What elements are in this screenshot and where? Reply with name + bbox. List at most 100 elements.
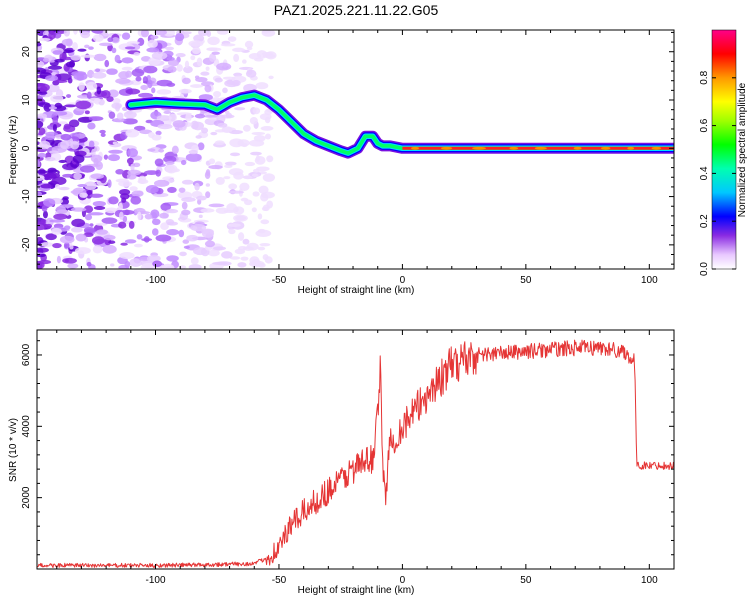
- spectrogram-noise-blob: [205, 66, 210, 71]
- spectrogram-noise-blob: [93, 53, 107, 62]
- spectrogram-noise-blob: [242, 175, 253, 180]
- colorbar-tick-label: 0.8: [699, 70, 710, 84]
- spectrogram-noise-blob: [84, 214, 93, 221]
- spectrogram-noise-blob: [88, 97, 101, 104]
- spectrogram-noise-blob: [146, 255, 161, 263]
- spectrogram-noise-blob: [155, 130, 162, 136]
- spectrogram-noise-blob: [228, 228, 236, 235]
- spectrogram-noise-blob: [223, 176, 231, 180]
- spectrogram-noise-blob: [200, 71, 210, 76]
- spectrogram-noise-blob: [51, 176, 67, 186]
- spectrogram-noise-blob: [167, 186, 177, 193]
- spectrogram-noise-blob: [87, 122, 96, 130]
- spectrogram-noise-blob: [249, 117, 258, 125]
- spectrogram-noise-blob: [221, 126, 233, 134]
- spectrogram-noise-blob: [63, 30, 70, 37]
- spectrogram-noise-blob: [95, 161, 103, 170]
- spectrogram-noise-blob: [86, 91, 92, 99]
- spectrogram-noise-blob: [186, 234, 199, 242]
- spectrogram-noise-blob: [51, 227, 62, 235]
- spectrogram-noise-blob: [124, 46, 136, 50]
- spectrogram-noise-blob: [233, 214, 248, 222]
- spectrogram-y-tick-label: 10: [21, 94, 32, 106]
- spectrogram-noise-blob: [196, 195, 207, 201]
- spectrogram-noise-blob: [72, 154, 85, 164]
- spectrogram-noise-blob: [252, 191, 260, 197]
- spectrogram-noise-blob: [115, 78, 131, 85]
- spectrogram-noise-blob: [37, 120, 44, 129]
- spectrogram-noise-blob: [192, 121, 204, 131]
- spectrogram-noise-blob: [151, 87, 156, 94]
- spectrogram-noise-blob: [143, 170, 159, 175]
- spectrogram-noise-blob: [132, 162, 141, 168]
- spectrogram-noise-blob: [142, 262, 155, 269]
- spectrogram-noise-blob: [49, 219, 66, 223]
- spectrogram-noise-blob: [58, 159, 67, 163]
- spectrogram-noise-blob: [146, 47, 160, 53]
- spectrogram-noise-blob: [157, 123, 173, 130]
- spectrogram-noise-blob: [70, 54, 82, 61]
- spectrogram-noise-blob: [251, 207, 257, 213]
- spectrogram-noise-blob: [229, 256, 241, 260]
- spectrogram-ridge-spot: [600, 146, 611, 150]
- spectrogram-noise-blob: [90, 173, 104, 180]
- spectrogram-noise-blob: [55, 205, 66, 213]
- spectrogram-noise-blob: [158, 148, 165, 153]
- spectrogram-noise-blob: [52, 50, 63, 55]
- spectrogram-noise-blob: [84, 44, 90, 49]
- spectrogram-noise-blob: [104, 59, 110, 68]
- spectrogram-noise-blob: [118, 211, 124, 220]
- spectrogram-noise-blob: [88, 116, 104, 121]
- spectrogram-noise-blob: [140, 30, 150, 38]
- spectrogram-noise-blob: [256, 166, 270, 172]
- spectrogram-noise-blob: [265, 133, 272, 140]
- spectrogram-frame: [36, 29, 675, 270]
- spectrogram-noise-blob: [125, 128, 140, 138]
- spectrogram-noise-blob: [37, 221, 48, 231]
- spectrogram-noise-blob: [116, 112, 124, 120]
- spectrogram-noise-blob: [37, 174, 45, 182]
- spectrogram-noise-blob: [88, 46, 94, 50]
- spectrogram-noise-blob: [95, 229, 109, 235]
- snr-x-tick-label: 100: [641, 575, 658, 586]
- spectrogram-noise-blob: [250, 151, 262, 156]
- spectrogram-x-tick-label: 0: [400, 275, 406, 286]
- spectrogram-noise-blob: [166, 255, 179, 262]
- spectrogram-noise-blob: [229, 138, 244, 148]
- spectrogram-noise-blob: [40, 242, 54, 247]
- spectrogram-noise-blob: [205, 183, 211, 187]
- spectrogram-y-tick-label: -10: [21, 189, 32, 204]
- spectrogram-noise-blob: [95, 68, 101, 73]
- spectrogram-noise-blob: [89, 223, 94, 227]
- spectrogram-noise-blob: [208, 117, 220, 121]
- spectrogram-x-label: Height of straight line (km): [298, 285, 415, 296]
- spectrogram-noise-blob: [188, 149, 198, 155]
- spectrogram-noise-blob: [227, 223, 241, 228]
- spectrogram-noise-blob: [79, 192, 88, 198]
- spectrogram-noise-blob: [234, 107, 246, 111]
- spectrogram-noise-blob: [159, 212, 169, 219]
- spectrogram-x-tick-label: -100: [146, 275, 166, 286]
- spectrogram-noise-blob: [204, 240, 216, 248]
- spectrogram-noise-blob: [53, 213, 68, 220]
- spectrogram-noise-blob: [257, 228, 266, 234]
- spectrogram-noise-blob: [101, 90, 111, 99]
- spectrogram-ridge-spot: [509, 146, 519, 150]
- spectrogram-noise-blob: [206, 30, 212, 37]
- spectrogram-noise-blob: [138, 256, 150, 262]
- spectrogram-noise-blob: [245, 69, 257, 78]
- spectrogram-noise-blob: [125, 70, 133, 78]
- spectrogram-noise-blob: [106, 68, 118, 75]
- spectrogram-noise-blob: [129, 258, 143, 267]
- spectrogram-noise-blob: [45, 131, 58, 137]
- spectrogram-noise-blob: [99, 129, 106, 134]
- spectrogram-noise-blob: [153, 179, 170, 187]
- spectrogram-noise-blob: [88, 140, 95, 148]
- spectrogram-noise-blob: [44, 156, 56, 162]
- spectrogram-noise-blob: [248, 53, 262, 60]
- spectrogram-noise-blob: [262, 204, 270, 212]
- spectrogram-noise-blob: [156, 79, 173, 87]
- spectrogram-noise-blob: [37, 141, 40, 145]
- spectrogram-noise-blob: [185, 153, 202, 162]
- spectrogram-noise-blob: [160, 222, 169, 231]
